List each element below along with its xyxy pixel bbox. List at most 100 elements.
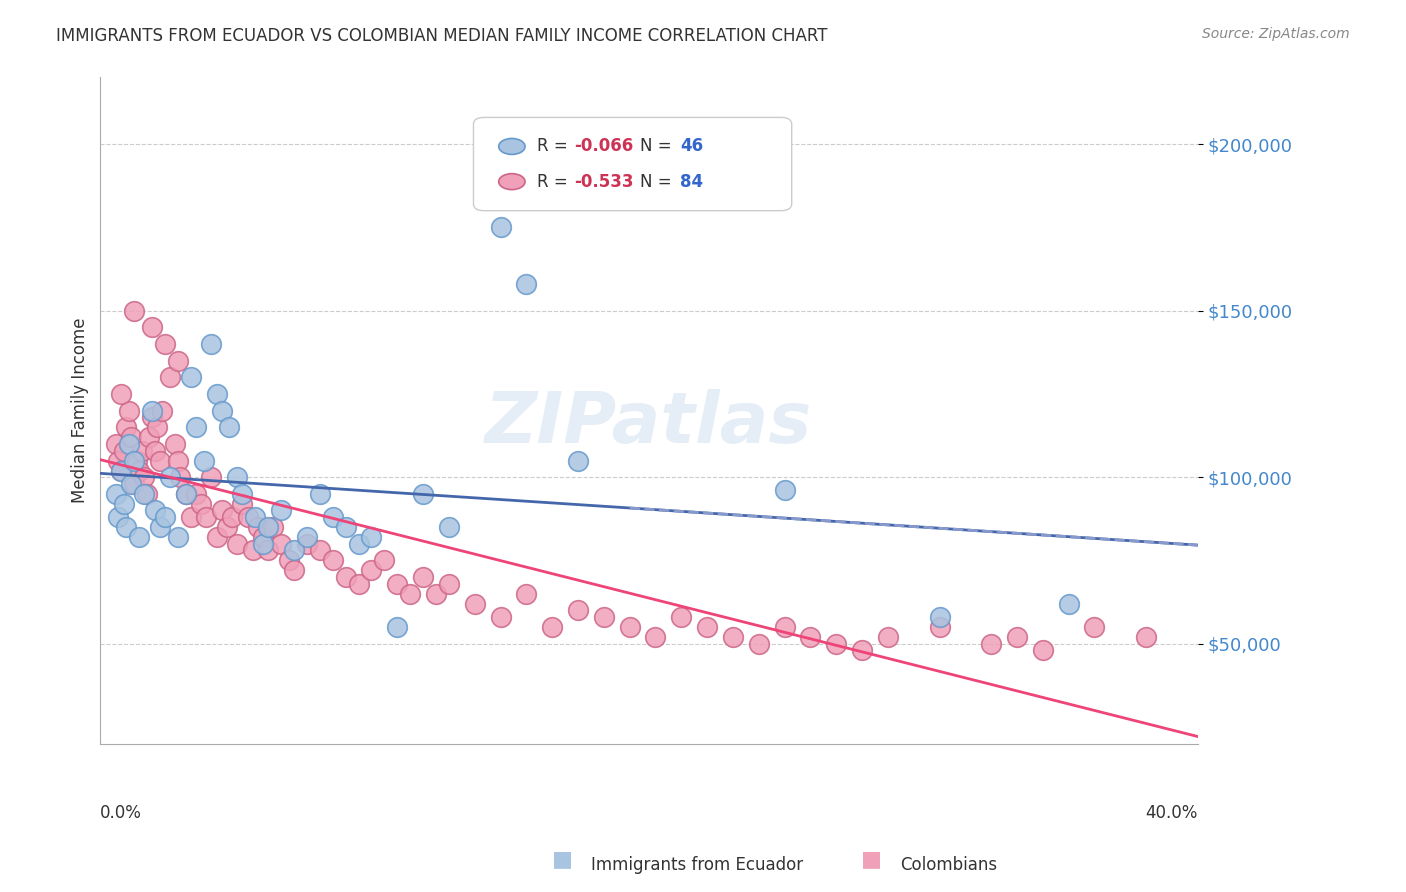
Point [107,510,129,524]
Point [295,537,318,551]
Point [112,443,135,458]
Point [104,487,127,501]
Point [184,420,207,434]
Point [231,487,253,501]
Point [644,630,666,644]
Point [246,520,269,534]
Point [262,520,284,534]
Point [773,483,796,498]
Point [143,503,166,517]
Point [153,337,176,351]
Point [295,530,318,544]
Point [166,530,188,544]
Point [112,497,135,511]
Point [149,453,172,467]
Circle shape [499,138,524,154]
Point [1005,630,1028,644]
Point [169,470,191,484]
Point [174,487,197,501]
Point [110,463,132,477]
Point [721,630,744,644]
Point [242,543,264,558]
Point [464,597,486,611]
Point [118,403,141,417]
Point [104,437,127,451]
Text: N =: N = [640,173,678,191]
Point [143,443,166,458]
Point [928,610,950,624]
Point [245,510,267,524]
Text: 46: 46 [679,137,703,155]
Point [799,630,821,644]
Point [115,520,138,534]
Point [825,637,848,651]
Text: N =: N = [640,137,678,155]
Point [347,576,370,591]
Point [226,537,249,551]
Point [120,430,142,444]
Text: ZIPatlas: ZIPatlas [485,390,813,458]
Point [107,453,129,467]
Point [1135,630,1157,644]
Point [425,587,447,601]
Text: -0.066: -0.066 [575,137,634,155]
Point [696,620,718,634]
Point [283,564,305,578]
Point [322,510,344,524]
Point [218,420,240,434]
Point [150,403,173,417]
Point [141,320,163,334]
Point [347,537,370,551]
Point [115,420,138,434]
Point [1083,620,1105,634]
Point [592,610,614,624]
Point [184,487,207,501]
Point [515,277,537,291]
Text: 40.0%: 40.0% [1146,804,1198,822]
Point [252,530,274,544]
Point [122,453,145,467]
Point [980,637,1002,651]
Point [437,520,460,534]
Point [437,576,460,591]
Point [399,587,422,601]
Point [277,553,299,567]
Point [360,530,382,544]
Text: -0.533: -0.533 [575,173,634,191]
Point [134,487,156,501]
Text: R =: R = [537,137,574,155]
Point [166,453,188,467]
Point [193,453,215,467]
Point [211,503,233,517]
Point [308,487,330,501]
Point [489,220,512,235]
Point [567,453,589,467]
Point [153,510,176,524]
Text: 0.0%: 0.0% [100,804,142,822]
Point [373,553,395,567]
Point [322,553,344,567]
Point [928,620,950,634]
Point [270,537,292,551]
Point [135,487,157,501]
Point [876,630,898,644]
Point [257,520,280,534]
Point [231,497,253,511]
Point [200,470,222,484]
Point [180,510,202,524]
Point [146,420,169,434]
Point [134,470,156,484]
Point [412,570,434,584]
Point [149,520,172,534]
Point [671,610,693,624]
Text: Colombians: Colombians [900,856,997,874]
Point [205,530,228,544]
Point [118,437,141,451]
Point [387,576,409,591]
Point [120,476,142,491]
Point [141,410,163,425]
Point [180,370,202,384]
Point [200,337,222,351]
Point [541,620,564,634]
Point [360,564,382,578]
